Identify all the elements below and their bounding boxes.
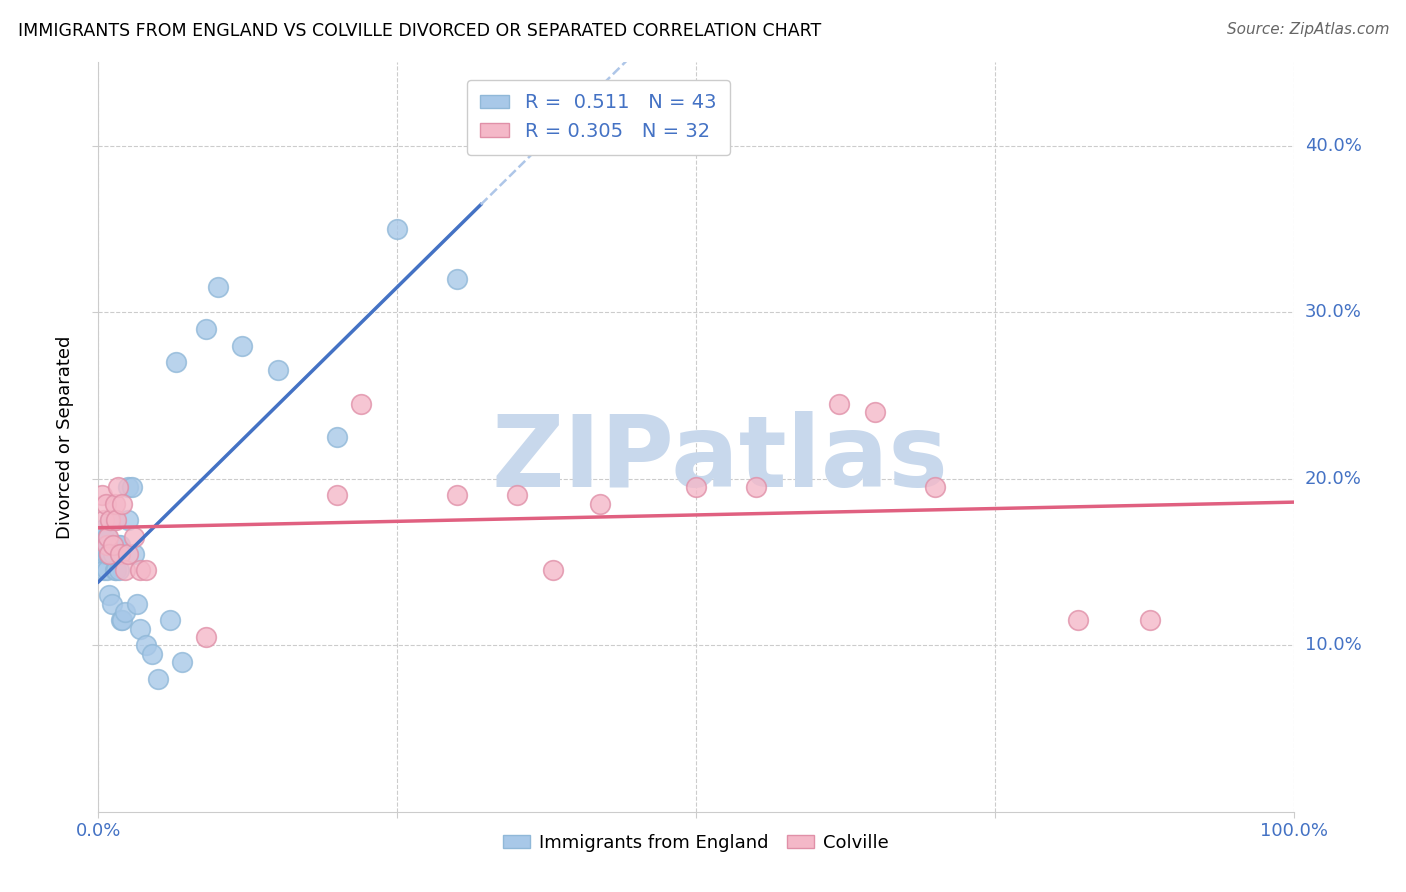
Point xyxy=(96,563,118,577)
Point xyxy=(129,563,152,577)
Point xyxy=(117,513,139,527)
Point xyxy=(924,480,946,494)
Point xyxy=(159,613,181,627)
Point xyxy=(129,622,152,636)
Point xyxy=(165,355,187,369)
Point xyxy=(828,397,851,411)
Point xyxy=(104,497,127,511)
Point xyxy=(125,597,148,611)
Point xyxy=(114,605,136,619)
Point xyxy=(1067,613,1090,627)
Text: 40.0%: 40.0% xyxy=(1305,136,1361,154)
Point xyxy=(195,630,218,644)
Point xyxy=(107,538,129,552)
Point xyxy=(98,547,122,561)
Point xyxy=(745,480,768,494)
Text: ZIPatlas: ZIPatlas xyxy=(492,411,948,508)
Point xyxy=(135,563,157,577)
Point xyxy=(117,547,139,561)
Point xyxy=(141,647,163,661)
Point xyxy=(100,597,122,611)
Point xyxy=(589,497,612,511)
Point xyxy=(91,547,114,561)
Point xyxy=(98,588,121,602)
Point xyxy=(94,497,117,511)
Point xyxy=(101,538,124,552)
Point xyxy=(231,338,253,352)
Point xyxy=(1139,613,1161,627)
Point xyxy=(97,530,120,544)
Point xyxy=(111,613,134,627)
Point xyxy=(107,563,129,577)
Point xyxy=(101,547,124,561)
Point xyxy=(98,513,122,527)
Text: Source: ZipAtlas.com: Source: ZipAtlas.com xyxy=(1226,22,1389,37)
Point xyxy=(98,513,122,527)
Point xyxy=(97,547,120,561)
Legend: Immigrants from England, Colville: Immigrants from England, Colville xyxy=(496,827,896,859)
Point xyxy=(865,405,887,419)
Point xyxy=(94,547,117,561)
Point xyxy=(111,497,134,511)
Point xyxy=(446,488,468,502)
Point xyxy=(91,530,114,544)
Point xyxy=(350,397,373,411)
Point xyxy=(124,530,146,544)
Point xyxy=(108,538,131,552)
Point xyxy=(207,280,229,294)
Point xyxy=(98,547,121,561)
Point xyxy=(110,613,132,627)
Point xyxy=(172,655,194,669)
Point xyxy=(104,563,127,577)
Point xyxy=(105,563,128,577)
Point xyxy=(105,513,128,527)
Point xyxy=(506,488,529,502)
Point xyxy=(114,563,136,577)
Point xyxy=(93,563,115,577)
Text: 30.0%: 30.0% xyxy=(1305,303,1361,321)
Point xyxy=(107,480,129,494)
Point xyxy=(93,513,115,527)
Point xyxy=(326,430,349,444)
Point xyxy=(446,272,468,286)
Point xyxy=(148,672,170,686)
Point xyxy=(326,488,349,502)
Point xyxy=(103,513,125,527)
Point xyxy=(93,522,115,536)
Point xyxy=(96,530,118,544)
Text: 20.0%: 20.0% xyxy=(1305,470,1361,488)
Point xyxy=(108,547,131,561)
Point xyxy=(685,480,707,494)
Point xyxy=(91,488,114,502)
Point xyxy=(195,322,218,336)
Y-axis label: Divorced or Separated: Divorced or Separated xyxy=(56,335,75,539)
Point xyxy=(541,563,564,577)
Point xyxy=(121,480,143,494)
Point xyxy=(385,222,409,236)
Point xyxy=(124,547,146,561)
Text: 10.0%: 10.0% xyxy=(1305,636,1361,654)
Point xyxy=(135,638,157,652)
Point xyxy=(98,547,121,561)
Point xyxy=(96,538,118,552)
Point xyxy=(97,538,120,552)
Point xyxy=(267,363,290,377)
Text: IMMIGRANTS FROM ENGLAND VS COLVILLE DIVORCED OR SEPARATED CORRELATION CHART: IMMIGRANTS FROM ENGLAND VS COLVILLE DIVO… xyxy=(18,22,821,40)
Point xyxy=(117,480,139,494)
